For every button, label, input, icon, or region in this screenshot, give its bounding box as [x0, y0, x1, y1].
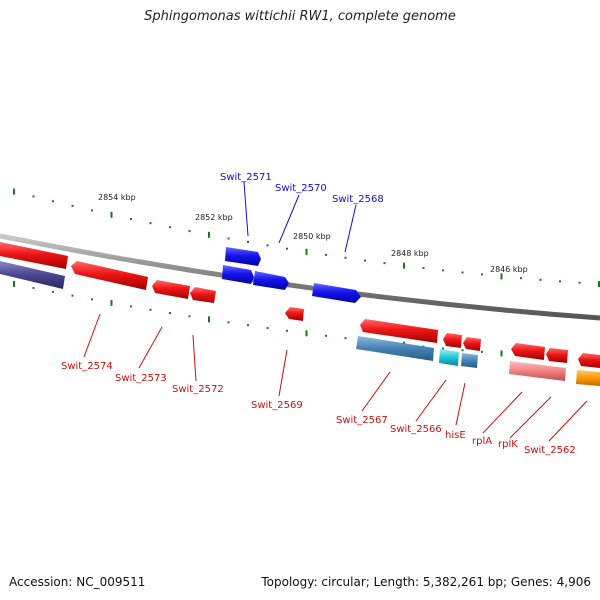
gene-label[interactable]: Swit_2568	[332, 194, 384, 205]
gene-label[interactable]: rplA	[472, 436, 492, 447]
kbp-label: 2854 kbp	[98, 193, 136, 202]
gene-label[interactable]: Swit_2567	[336, 415, 388, 426]
reverse-genes-inner	[0, 261, 600, 386]
feature-pink[interactable]	[509, 361, 566, 381]
gene-swit-2572b[interactable]	[190, 287, 216, 303]
leader-lines-upper	[243, 181, 357, 253]
gene-swit-2570[interactable]	[253, 271, 289, 290]
gene-swit-2572[interactable]	[152, 280, 190, 299]
feature-steel-small[interactable]	[461, 353, 478, 368]
gene-swit-2573[interactable]	[71, 261, 148, 290]
leader-lines-lower	[83, 313, 588, 442]
gene-label[interactable]: Swit_2570	[275, 183, 327, 194]
reverse-genes	[0, 242, 600, 368]
accession-text: Accession: NC_009511	[9, 575, 146, 589]
genome-backbone	[0, 233, 600, 321]
gene-hise[interactable]	[463, 337, 481, 351]
gene-rplk[interactable]	[546, 348, 568, 363]
gene-label[interactable]: rplK	[498, 439, 518, 450]
gene-label[interactable]: Swit_2572	[172, 384, 224, 395]
gene-label[interactable]: Swit_2566	[390, 424, 442, 435]
gene-swit-2568[interactable]	[312, 283, 361, 303]
ruler-ticks-upper	[13, 188, 600, 288]
map-title: Sphingomonas wittichii RW1, complete gen…	[144, 9, 456, 24]
gene-swit-2566[interactable]	[443, 333, 462, 348]
gene-swit-2569[interactable]	[285, 307, 304, 321]
gene-swit-2567[interactable]	[360, 319, 438, 343]
gene-label[interactable]: hisE	[445, 430, 466, 441]
feature-steel[interactable]	[356, 336, 434, 361]
kbp-label: 2850 kbp	[293, 232, 331, 241]
ruler-ticks-lower	[13, 280, 600, 363]
feature-orange[interactable]	[576, 370, 600, 386]
gene-swit-2571[interactable]	[225, 247, 261, 266]
feature-navy[interactable]	[0, 261, 65, 289]
ruler-labels: 2854 kbp 2852 kbp 2850 kbp 2848 kbp 2846…	[98, 193, 528, 274]
gene-rpla[interactable]	[511, 343, 545, 360]
gene-labels-lower: Swit_2574 Swit_2573 Swit_2572 Swit_2569 …	[61, 361, 576, 456]
gene-label[interactable]: Swit_2562	[524, 445, 576, 456]
gene-label[interactable]: Swit_2574	[61, 361, 113, 372]
gene-swit-2562[interactable]	[578, 353, 600, 368]
gene-labels-upper: Swit_2571 Swit_2570 Swit_2568	[220, 172, 384, 205]
kbp-label: 2848 kbp	[391, 249, 429, 258]
forward-genes	[222, 247, 361, 303]
topology-summary: Topology: circular; Length: 5,382,261 bp…	[261, 575, 591, 589]
kbp-label: 2852 kbp	[195, 213, 233, 222]
kbp-label: 2846 kbp	[490, 265, 528, 274]
gene-label[interactable]: Swit_2571	[220, 172, 272, 183]
gene-label[interactable]: Swit_2573	[115, 373, 167, 384]
gene-label[interactable]: Swit_2569	[251, 400, 303, 411]
gene-swit-2570a[interactable]	[222, 265, 254, 284]
gene-swit-2574[interactable]	[0, 242, 68, 269]
feature-cyan[interactable]	[439, 349, 459, 366]
